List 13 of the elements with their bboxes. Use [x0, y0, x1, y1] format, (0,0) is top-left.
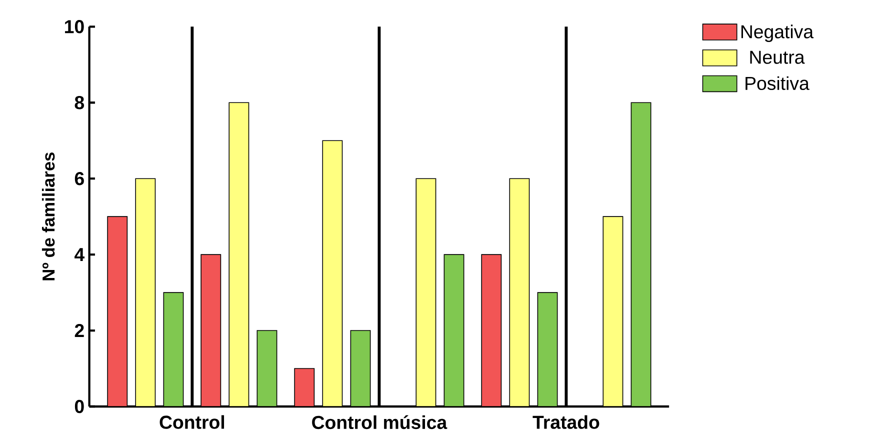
text: Tratado	[532, 414, 600, 429]
legend-label: Negativa	[741, 24, 814, 42]
y-axis-title: Nº de familiares	[42, 152, 55, 280]
y-tick-label: 6	[74, 172, 84, 185]
y-tick-label: 8	[74, 96, 84, 109]
y-tick-label: 0	[74, 400, 84, 413]
y-tick-label: 4	[74, 248, 85, 261]
legend-label: Neutra	[750, 50, 805, 64]
y-tick-label: 10	[65, 20, 84, 34]
text: Control	[160, 414, 224, 429]
legend-label: Positiva	[746, 76, 810, 90]
y-tick-label: 2	[74, 324, 84, 337]
text: Control música	[312, 414, 448, 429]
